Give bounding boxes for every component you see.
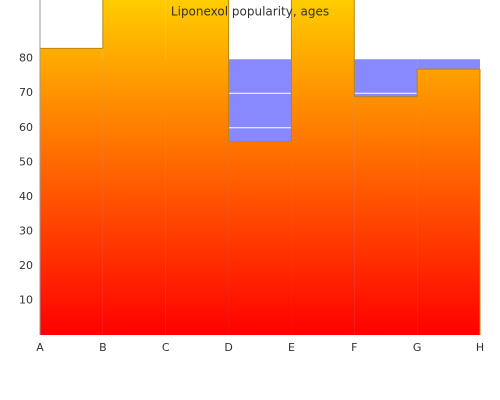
x-tick-label: F [351, 341, 357, 354]
x-tick-label: B [99, 341, 107, 354]
x-tick-label: G [413, 341, 422, 354]
x-tick-label: E [288, 341, 295, 354]
step-segment [102, 0, 166, 335]
chart-title: Liponexol popularity, ages [171, 5, 329, 19]
y-tick-label: 70 [19, 86, 33, 99]
step-segment [228, 141, 292, 335]
y-tick-label: 20 [19, 259, 33, 272]
y-tick-label: 40 [19, 190, 33, 203]
step-segment [165, 0, 229, 335]
x-tick-label: H [476, 341, 484, 354]
x-tick-label: C [162, 341, 170, 354]
x-tick-label: A [36, 341, 44, 354]
plot-area [39, 0, 481, 335]
y-tick-label: 30 [19, 224, 33, 237]
y-tick-label: 50 [19, 155, 33, 168]
step-segment [417, 69, 480, 335]
step-segment [40, 48, 103, 335]
y-tick-label: 10 [19, 293, 33, 306]
step-segment [291, 0, 355, 335]
y-tick-label: 60 [19, 121, 33, 134]
step-segment [354, 96, 418, 335]
y-tick-label: 80 [19, 52, 33, 65]
x-tick-label: D [224, 341, 232, 354]
